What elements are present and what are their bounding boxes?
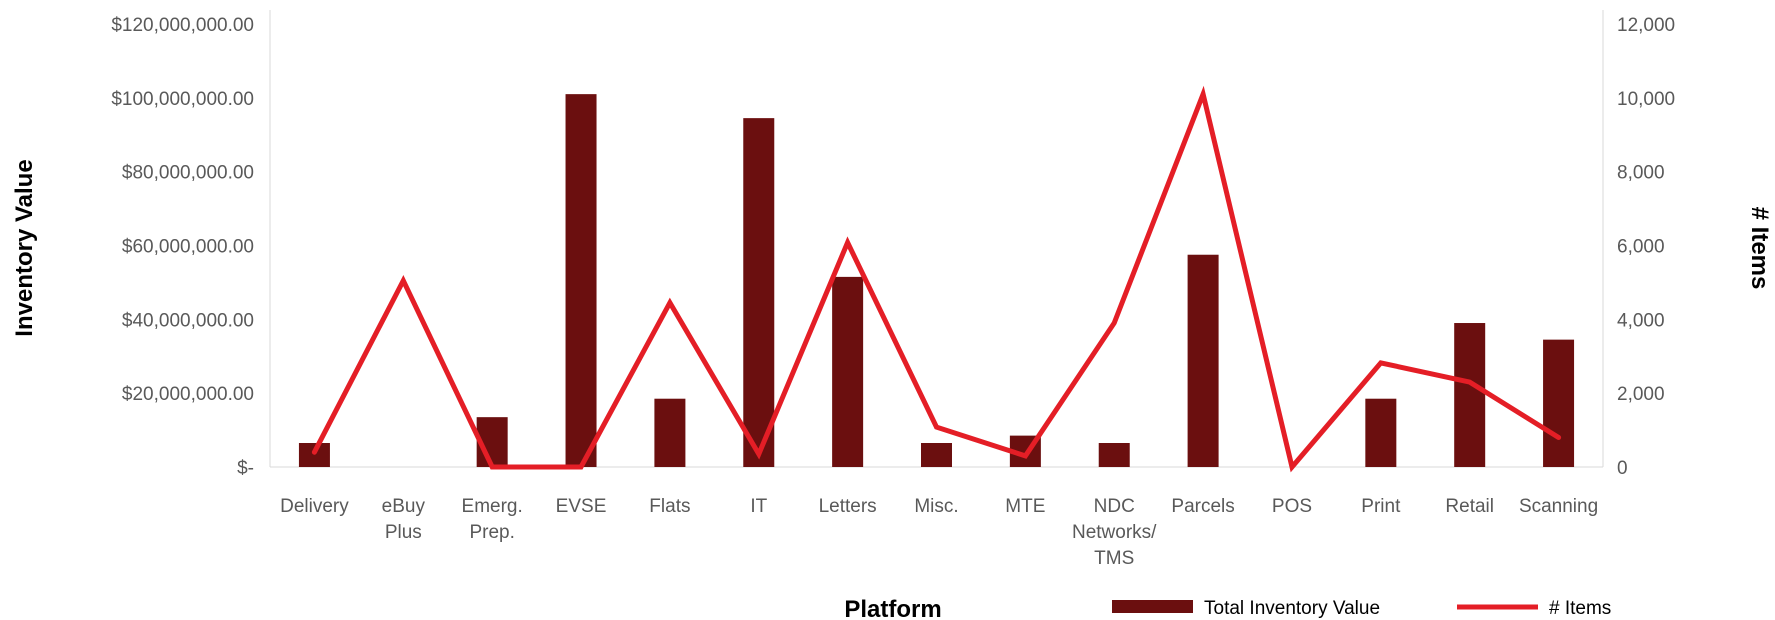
left-tick-label: $100,000,000.00: [111, 89, 254, 110]
category-label: EVSE: [556, 496, 607, 517]
category-label: MTE: [1005, 496, 1045, 517]
legend: Total Inventory Value # Items: [1112, 598, 1611, 619]
right-tick-label: 8,000: [1617, 163, 1665, 184]
left-tick-label: $20,000,000.00: [122, 384, 254, 405]
category-label: Retail: [1445, 496, 1494, 517]
right-tick-label: 10,000: [1617, 89, 1675, 110]
bar: [1454, 323, 1486, 467]
legend-label-line: # Items: [1549, 598, 1611, 619]
category-label: IT: [750, 496, 767, 517]
legend-swatch-bar: [1112, 600, 1193, 613]
bar: [565, 94, 597, 468]
right-tick-label: 6,000: [1617, 237, 1665, 258]
bar: [654, 398, 686, 467]
category-label: Flats: [649, 496, 690, 517]
category-label: Misc.: [914, 496, 958, 517]
category-label: eBuy Plus: [382, 496, 426, 543]
bar: [1543, 339, 1575, 467]
items-line: [311, 85, 1562, 473]
right-tick-label: 0: [1617, 458, 1628, 479]
y2-axis-title: # Items: [1746, 207, 1773, 290]
left-tick-label: $-: [237, 458, 254, 479]
bar: [1365, 398, 1397, 467]
category-label: Parcels: [1171, 496, 1234, 517]
x-axis-category-labels: Delivery eBuy Plus Emerg. Prep. EVSE Flats IT Le…: [280, 496, 1598, 569]
right-tick-label: 4,000: [1617, 310, 1665, 331]
category-label: Delivery: [280, 496, 349, 517]
bar-series: [298, 94, 1575, 468]
left-tick-label: $60,000,000.00: [122, 237, 254, 258]
line-series: [311, 85, 1562, 473]
category-label: Emerg. Prep.: [462, 496, 523, 543]
bar: [1098, 443, 1130, 467]
right-tick-label: 12,000: [1617, 15, 1675, 36]
right-y-axis-ticks: 0 2,000 4,000 6,000 8,000 10,000 12,000: [1617, 15, 1675, 479]
legend-label-bar: Total Inventory Value: [1204, 598, 1380, 619]
left-y-axis-ticks: $- $20,000,000.00 $40,000,000.00 $60,000,00…: [111, 15, 254, 479]
left-tick-label: $40,000,000.00: [122, 310, 254, 331]
category-label: Scanning: [1519, 496, 1598, 517]
right-tick-label: 2,000: [1617, 384, 1665, 405]
bar: [743, 118, 775, 467]
left-tick-label: $80,000,000.00: [122, 163, 254, 184]
bar: [1187, 254, 1219, 467]
y-axis-title: Inventory Value: [11, 159, 38, 336]
bar: [832, 276, 864, 467]
category-label: NDC Networks/TMS: [1072, 496, 1157, 569]
plot-frame: [269, 10, 1604, 468]
category-label: Print: [1361, 496, 1401, 517]
left-tick-label: $120,000,000.00: [111, 15, 254, 36]
bar: [298, 443, 330, 467]
x-axis-title: Platform: [844, 596, 941, 620]
category-label: Letters: [819, 496, 877, 517]
bar: [921, 443, 952, 467]
category-label: POS: [1272, 496, 1312, 517]
